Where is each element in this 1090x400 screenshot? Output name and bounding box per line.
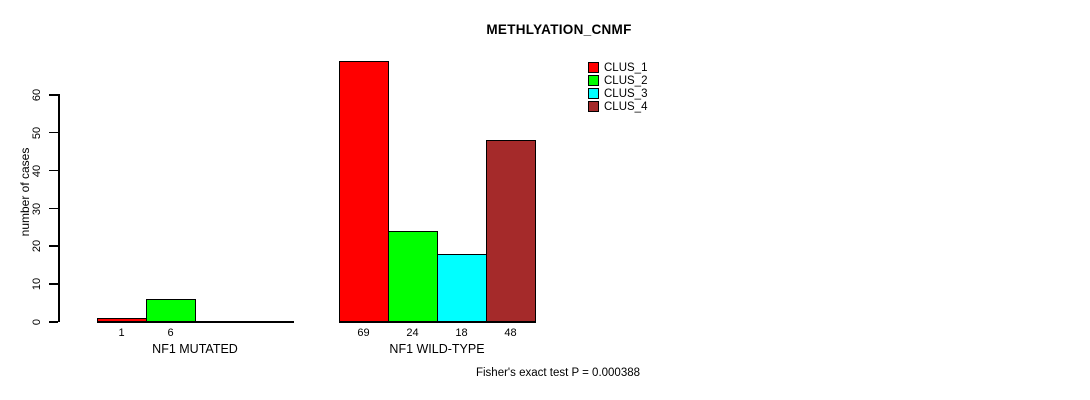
legend-swatch-icon <box>588 75 599 86</box>
legend-row-clus_1: CLUS_1 <box>588 61 647 74</box>
legend-label: CLUS_3 <box>604 87 648 100</box>
bar-value-label: 6 <box>167 327 174 339</box>
bar-clus_2-wildtype <box>388 231 438 322</box>
y-axis-tick <box>49 169 58 172</box>
bar-value-label: 18 <box>455 327 468 339</box>
y-tick-label: 60 <box>31 88 43 102</box>
y-tick-label: 30 <box>31 202 43 215</box>
legend: CLUS_1 CLUS_2 CLUS_3 CLUS_4 <box>588 61 647 113</box>
legend-row-clus_2: CLUS_2 <box>588 74 647 87</box>
y-tick-label: 40 <box>31 164 43 177</box>
legend-swatch-icon <box>588 62 599 73</box>
legend-label: CLUS_1 <box>604 61 648 74</box>
y-tick-label: 10 <box>31 278 43 291</box>
y-axis-tick <box>49 94 58 96</box>
bar-clus_2-mutated <box>146 299 196 322</box>
y-tick-label: 20 <box>31 240 43 253</box>
legend-row-clus_3: CLUS_3 <box>588 87 647 100</box>
y-axis-line <box>58 94 60 322</box>
legend-label: CLUS_4 <box>604 100 648 113</box>
y-axis-tick <box>49 321 58 323</box>
legend-row-clus_4: CLUS_4 <box>588 100 647 113</box>
bar-clus_3-wildtype <box>437 253 487 322</box>
fisher-test-annotation: Fisher's exact test P = 0.000388 <box>475 367 641 379</box>
legend-label: CLUS_2 <box>604 74 648 87</box>
bar-clus_4-wildtype <box>486 140 536 322</box>
group-label-nf1-wild-type: NF1 WILD-TYPE <box>389 342 485 356</box>
y-tick-label: 0 <box>31 318 43 326</box>
y-axis-tick <box>49 207 58 209</box>
legend-swatch-icon <box>588 88 599 99</box>
legend-swatch-icon <box>588 101 599 112</box>
bar-value-label: 1 <box>118 327 125 339</box>
bar-value-label: 24 <box>406 327 419 339</box>
bar-clus_1-wildtype <box>339 60 389 322</box>
y-axis-label: number of cases <box>18 147 32 237</box>
group-label-nf1-mutated: NF1 MUTATED <box>152 342 238 356</box>
y-axis-tick <box>49 283 58 285</box>
y-axis-tick <box>49 131 58 134</box>
chart-title: METHLYATION_CNMF <box>486 22 632 37</box>
y-axis-tick <box>49 245 58 247</box>
y-tick-label: 50 <box>31 126 43 139</box>
bar-value-label: 48 <box>504 327 517 339</box>
bar-value-label: 69 <box>357 327 370 339</box>
bar-clus_1-mutated <box>97 318 147 322</box>
